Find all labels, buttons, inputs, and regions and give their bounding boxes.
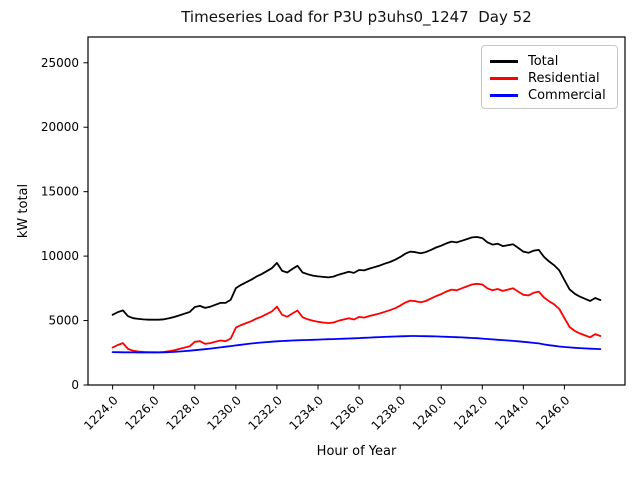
x-tick-label: 1246.0	[533, 393, 573, 433]
x-tick-label: 1240.0	[410, 393, 450, 433]
y-tick-label: 5000	[48, 314, 79, 328]
x-tick-label: 1224.0	[81, 393, 121, 433]
legend-item-residential: Residential	[490, 70, 609, 87]
chart-title: Timeseries Load for P3U p3uhs0_1247 Day …	[181, 8, 532, 26]
x-tick-label: 1226.0	[122, 393, 162, 433]
y-tick-label: 20000	[41, 120, 79, 134]
legend-line-sample-total	[490, 60, 518, 63]
x-tick-label: 1232.0	[245, 393, 285, 433]
legend-label-total: Total	[528, 54, 559, 69]
legend: Total Residential Commercial	[481, 45, 618, 109]
x-tick-label: 1230.0	[204, 393, 244, 433]
axes-frame	[87, 36, 626, 386]
legend-item-commercial: Commercial	[490, 87, 609, 104]
x-tick-label: 1236.0	[328, 393, 368, 433]
x-tick-label: 1238.0	[369, 393, 409, 433]
x-axis-label: Hour of Year	[316, 444, 397, 459]
x-tick-label: 1244.0	[492, 393, 532, 433]
legend-line-sample-commercial	[490, 94, 518, 97]
y-tick-label: 15000	[41, 185, 79, 199]
y-tick-label: 10000	[41, 249, 79, 263]
legend-item-total: Total	[490, 53, 609, 70]
x-tick-label: 1234.0	[287, 393, 327, 433]
legend-label-commercial: Commercial	[528, 88, 606, 103]
x-tick-label: 1228.0	[163, 393, 203, 433]
y-tick-label: 0	[71, 378, 79, 392]
legend-label-residential: Residential	[528, 71, 600, 86]
legend-line-sample-residential	[490, 77, 518, 80]
x-tick-label: 1242.0	[451, 393, 491, 433]
line-residential	[111, 282, 602, 354]
line-total	[111, 236, 602, 321]
line-commercial	[111, 335, 602, 354]
y-tick-label: 25000	[41, 56, 79, 70]
